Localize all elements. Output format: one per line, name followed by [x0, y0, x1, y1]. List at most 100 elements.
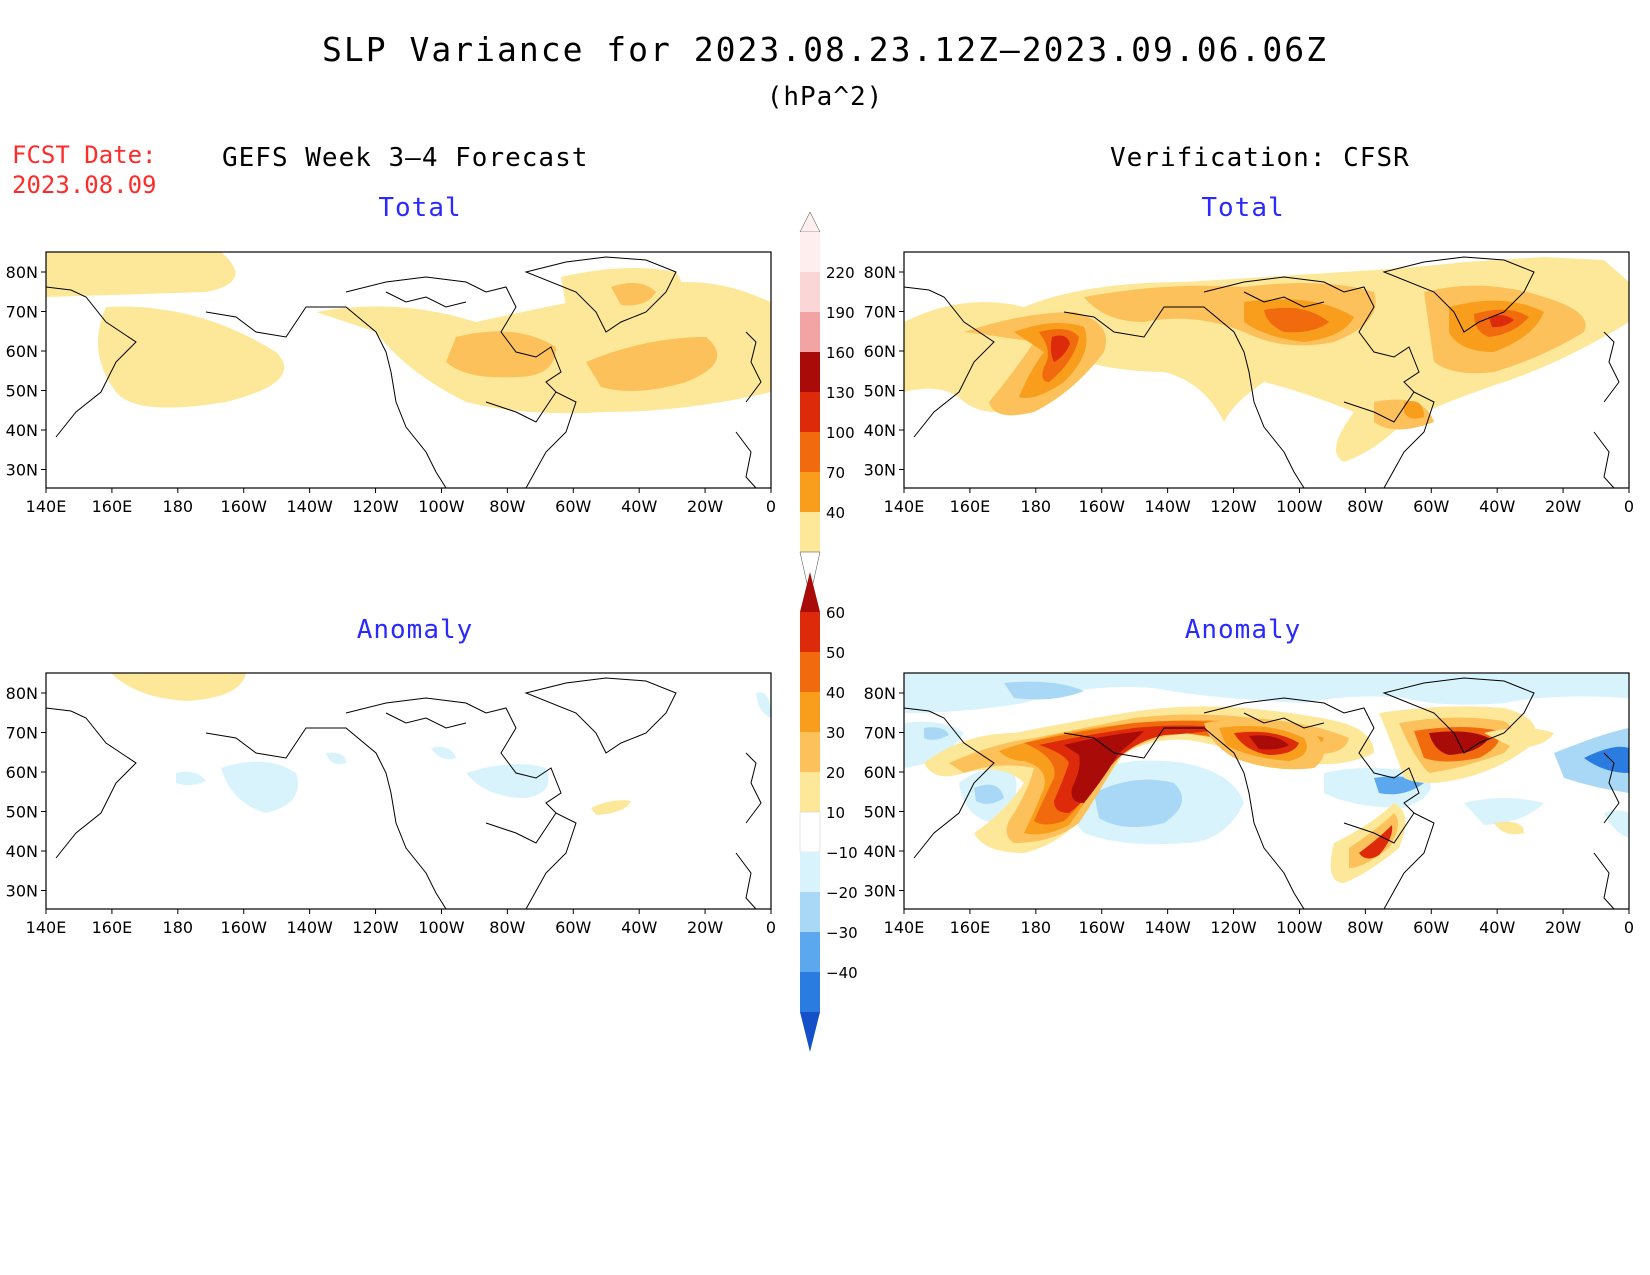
cfsr-total-field	[904, 257, 1629, 462]
total-colorbar-swatch	[800, 232, 820, 272]
cfsr-total-lon-label: 140W	[1144, 497, 1191, 516]
gefs-anomaly-lat-label: 40N	[6, 842, 38, 861]
gefs-anomaly-lon-label: 140E	[26, 918, 67, 937]
anomaly-colorbar-swatch	[800, 612, 820, 652]
cfsr-anomaly-lat-label: 60N	[864, 763, 896, 782]
gefs-total-lat-label: 40N	[6, 421, 38, 440]
gefs-anomaly-map	[45, 672, 772, 910]
gefs-anomaly-title: Anomaly	[356, 615, 474, 645]
cfsr-total-lat-label: 80N	[864, 263, 896, 282]
cfsr-anomaly-lon-label: 40W	[1479, 918, 1515, 937]
gefs-total-lon-label: 140W	[286, 497, 333, 516]
cfsr-anomaly-lat-label: 30N	[864, 882, 896, 901]
gefs-total-coastlines	[45, 256, 762, 489]
cfsr-anomaly-lon-label: 60W	[1413, 918, 1449, 937]
cfsr-total-lon-label: 160W	[1079, 497, 1126, 516]
cfsr-total-lon-label: 120W	[1210, 497, 1257, 516]
total-colorbar-bottom-arrow	[799, 551, 821, 598]
gefs-total-map	[45, 251, 772, 489]
total-colorbar-label: 70	[826, 464, 845, 482]
page-title: SLP Variance for 2023.08.23.12Z–2023.09.…	[322, 30, 1328, 69]
gefs-total-lon-label: 140E	[26, 497, 67, 516]
cfsr-anomaly-title: Anomaly	[1184, 615, 1302, 645]
gefs-anomaly-lon-label: 160E	[92, 918, 133, 937]
anomaly-colorbar-label: −30	[826, 924, 858, 942]
gefs-total-lat-label: 30N	[6, 461, 38, 480]
total-colorbar-label: 40	[826, 504, 845, 522]
anomaly-colorbar-label: 40	[826, 684, 845, 702]
anomaly-colorbar-label: −10	[826, 844, 858, 862]
fcst-date: 2023.08.09	[12, 171, 157, 199]
cfsr-total-lat-label: 70N	[864, 303, 896, 322]
gefs-anomaly-lon-label: 60W	[555, 918, 591, 937]
gefs-anomaly-lon-label: 180	[163, 918, 194, 937]
cfsr-anomaly-lat-label: 70N	[864, 724, 896, 743]
gefs-total-field	[46, 252, 771, 414]
axes-layer: 80N 70N 60N 50N 40N 30N 140E 160E 180 160W 140W 120…	[6, 263, 1634, 937]
gefs-anomaly-lat-label: 30N	[6, 882, 38, 901]
gefs-total-lat-label: 60N	[6, 342, 38, 361]
gefs-total-lon-label: 80W	[489, 497, 525, 516]
total-colorbar-label: 220	[826, 264, 855, 282]
cfsr-anomaly-map	[903, 672, 1630, 910]
cfsr-total-lon-label: 140E	[884, 497, 925, 516]
gefs-anomaly-lon-label: 120W	[352, 918, 399, 937]
gefs-anomaly-lat-label: 60N	[6, 763, 38, 782]
cfsr-anomaly-lon-label: 20W	[1545, 918, 1581, 937]
anomaly-colorbar-swatch	[800, 972, 820, 1012]
gefs-anomaly-lat-label: 50N	[6, 803, 38, 822]
total-colorbar-swatch	[800, 432, 820, 472]
total-colorbar-swatch	[800, 272, 820, 312]
cfsr-total-lon-label: 60W	[1413, 497, 1449, 516]
fcst-date-block: FCST Date: 2023.08.09	[12, 140, 157, 200]
anomaly-colorbar-label: 30	[826, 724, 845, 742]
anomaly-colorbar-bottom-arrow	[800, 1012, 820, 1052]
anomaly-colorbar-label: 60	[826, 604, 845, 622]
gefs-anomaly-field	[111, 673, 771, 815]
units-label: (hPa^2)	[766, 82, 884, 112]
gefs-total-lon-label: 160W	[221, 497, 268, 516]
total-colorbar-swatch	[800, 312, 820, 352]
gefs-anomaly-lat-label: 70N	[6, 724, 38, 743]
cfsr-anomaly-lon-label: 160W	[1079, 918, 1126, 937]
cfsr-anomaly-field	[904, 673, 1629, 883]
total-colorbar-swatch	[800, 352, 820, 392]
gefs-total-lat-label: 50N	[6, 382, 38, 401]
gefs-anomaly-lon-label: 20W	[687, 918, 723, 937]
anomaly-colorbar-label: −20	[826, 884, 858, 902]
cfsr-header: Verification: CFSR	[1110, 143, 1410, 173]
cfsr-anomaly-lon-label: 120W	[1210, 918, 1257, 937]
cfsr-anomaly-lat-label: 50N	[864, 803, 896, 822]
gefs-anomaly-lon-label: 40W	[621, 918, 657, 937]
gefs-total-lon-label: 60W	[555, 497, 591, 516]
cfsr-anomaly-lon-label: 140W	[1144, 918, 1191, 937]
gefs-total-lon-label: 180	[163, 497, 194, 516]
gefs-anomaly-lon-label: 0	[766, 918, 776, 937]
total-colorbar-label: 160	[826, 344, 855, 362]
cfsr-total-lat-label: 30N	[864, 461, 896, 480]
total-colorbar-top-arrow	[799, 211, 821, 233]
gefs-anomaly-lon-label: 160W	[221, 918, 268, 937]
anomaly-colorbar-label: −40	[826, 964, 858, 982]
cfsr-anomaly-lon-label: 160E	[950, 918, 991, 937]
cfsr-total-lon-label: 20W	[1545, 497, 1581, 516]
gefs-total-lon-label: 160E	[92, 497, 133, 516]
cfsr-total-lon-label: 180	[1021, 497, 1052, 516]
anomaly-colorbar: 60 50 40 30 20 10 −10 −20 −30 −40	[799, 572, 858, 1052]
cfsr-anomaly-lon-label: 100W	[1276, 918, 1323, 937]
cfsr-anomaly-lon-label: 140E	[884, 918, 925, 937]
cfsr-anomaly-coastlines	[903, 677, 1620, 910]
anomaly-colorbar-swatch	[800, 932, 820, 972]
anomaly-colorbar-swatch	[800, 652, 820, 692]
gefs-total-lat-label: 80N	[6, 263, 38, 282]
anomaly-colorbar-swatch	[800, 772, 820, 812]
cfsr-total-lon-label: 40W	[1479, 497, 1515, 516]
cfsr-total-map	[903, 251, 1630, 489]
cfsr-anomaly-lon-label: 80W	[1347, 918, 1383, 937]
total-colorbar-swatch	[800, 472, 820, 512]
cfsr-anomaly-lat-label: 40N	[864, 842, 896, 861]
anomaly-colorbar-label: 50	[826, 644, 845, 662]
cfsr-total-coastlines	[903, 256, 1620, 489]
gefs-total-title: Total	[378, 193, 462, 223]
